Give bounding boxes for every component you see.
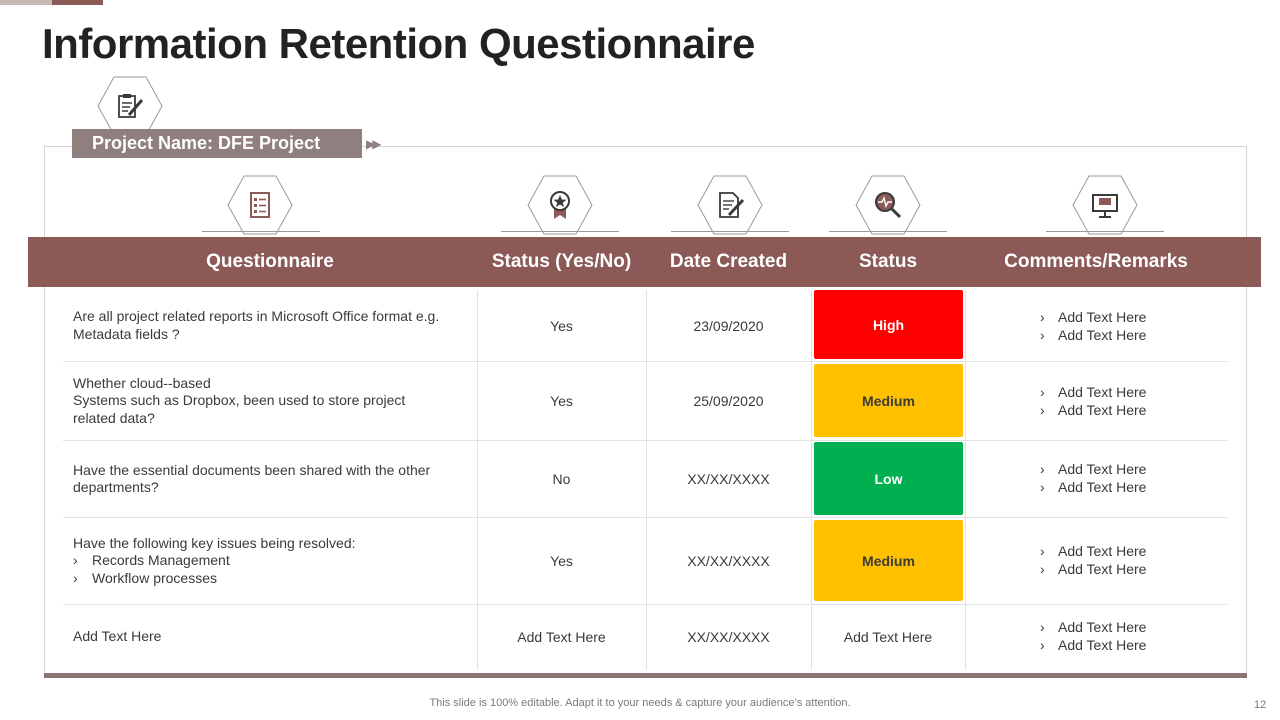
table-row-1-yes-no: Yes: [550, 317, 573, 334]
table-row-5-date: XX/XX/XXXX: [687, 629, 770, 645]
remark-item: › Add Text Here: [1040, 478, 1147, 495]
checklist-icon: [250, 192, 270, 218]
header-comments: Comments/Remarks: [1004, 251, 1188, 272]
remark-item: › Add Text Here: [1040, 401, 1147, 418]
status-badge: Low: [814, 442, 963, 515]
page-title: Information Retention Questionnaire: [42, 20, 755, 67]
status-hex: [855, 175, 921, 235]
remark-item: › Add Text Here: [1040, 636, 1147, 653]
table-row-5-remarks: › Add Text Here › Add Text Here: [1040, 619, 1146, 654]
status-yes-no-hex: [527, 175, 593, 235]
comments-icon-line: [1046, 231, 1164, 232]
table-row-4-date: XX/XX/XXXX: [687, 553, 770, 569]
table-row-2-question: Whether cloud--based Systems such as Dro…: [73, 374, 406, 426]
remark-item: › Add Text Here: [1040, 560, 1147, 577]
questionnaire-icon-line: [202, 231, 320, 232]
monitor-chat-icon: [1092, 194, 1118, 218]
document-pen-icon: [719, 192, 745, 218]
project-hex: [97, 76, 163, 136]
remark-item: › Add Text Here: [1040, 326, 1147, 343]
status-badge: Medium: [814, 520, 963, 601]
table-row-2-date: 25/09/2020: [693, 393, 764, 409]
date-created-hex: [697, 175, 763, 235]
header-status-yes-no: Status (Yes/No): [491, 251, 632, 272]
question-bullet: › Records Management: [73, 552, 230, 569]
table-row-2-remarks: › Add Text Here › Add Text Here: [1040, 384, 1146, 419]
table-row-1-question: Are all project related reports in Micro…: [73, 308, 440, 342]
row-divider: [63, 440, 1227, 441]
column-divider: [811, 290, 812, 670]
header-questionnaire: Questionnaire: [206, 251, 334, 272]
footer-note: This slide is 100% editable. Adapt it to…: [429, 697, 851, 709]
status-yes-no-icon-line: [501, 231, 619, 232]
corner-accent: [0, 0, 103, 5]
comments-hex: [1072, 175, 1138, 235]
remark-item: › Add Text Here: [1040, 309, 1147, 325]
status-icon-line: [829, 231, 947, 232]
project-arrows-icon: ▶▶: [366, 137, 382, 151]
table-row-5-yes-no: Add Text Here: [517, 629, 606, 645]
status-badge: High: [814, 290, 963, 359]
question-bullet: › Workflow processes: [73, 569, 218, 586]
table-row-1-date: 23/09/2020: [693, 317, 764, 334]
table-header-bar: [28, 237, 1261, 287]
table-row-3-yes-no: No: [552, 471, 571, 487]
table-row-5-question: Add Text Here: [73, 628, 162, 645]
date-created-icon-line: [671, 231, 789, 232]
project-name-label: Project Name: DFE Project: [72, 129, 362, 158]
table-row-3-date: XX/XX/XXXX: [687, 471, 770, 487]
magnifier-pulse-icon: [875, 192, 902, 219]
status-badge: Medium: [814, 364, 963, 437]
table-row-4-question: Have the following key issues being reso…: [73, 534, 356, 586]
table-row-4-remarks: › Add Text Here › Add Text Here: [1040, 543, 1146, 578]
remark-item: › Add Text Here: [1040, 619, 1147, 635]
award-ribbon-icon: [550, 191, 570, 219]
remark-item: › Add Text Here: [1040, 461, 1147, 477]
table-row-5-status: Add Text Here: [843, 629, 933, 645]
row-divider: [63, 604, 1227, 605]
header-status: Status: [858, 251, 918, 272]
row-divider: [63, 361, 1227, 362]
column-divider: [965, 290, 966, 670]
remark-item: › Add Text Here: [1040, 543, 1147, 559]
remark-item: › Add Text Here: [1040, 384, 1147, 400]
row-divider: [63, 517, 1227, 518]
column-divider: [477, 290, 478, 670]
header-date-created: Date Created: [669, 251, 788, 272]
table-row-2-yes-no: Yes: [550, 393, 573, 409]
document-edit-icon: [118, 94, 144, 118]
column-divider: [646, 290, 647, 670]
table-row-3-question: Have the essential documents been shared…: [73, 461, 431, 496]
table-row-4-yes-no: Yes: [550, 553, 573, 569]
page-number: 12: [1254, 699, 1267, 711]
table-row-3-remarks: › Add Text Here › Add Text Here: [1040, 461, 1146, 496]
questionnaire-hex: [227, 175, 293, 235]
project-divider: [398, 146, 1247, 147]
table-row-1-remarks: › Add Text Here › Add Text Here: [1040, 309, 1146, 344]
table-bottom-border: [44, 673, 1247, 678]
